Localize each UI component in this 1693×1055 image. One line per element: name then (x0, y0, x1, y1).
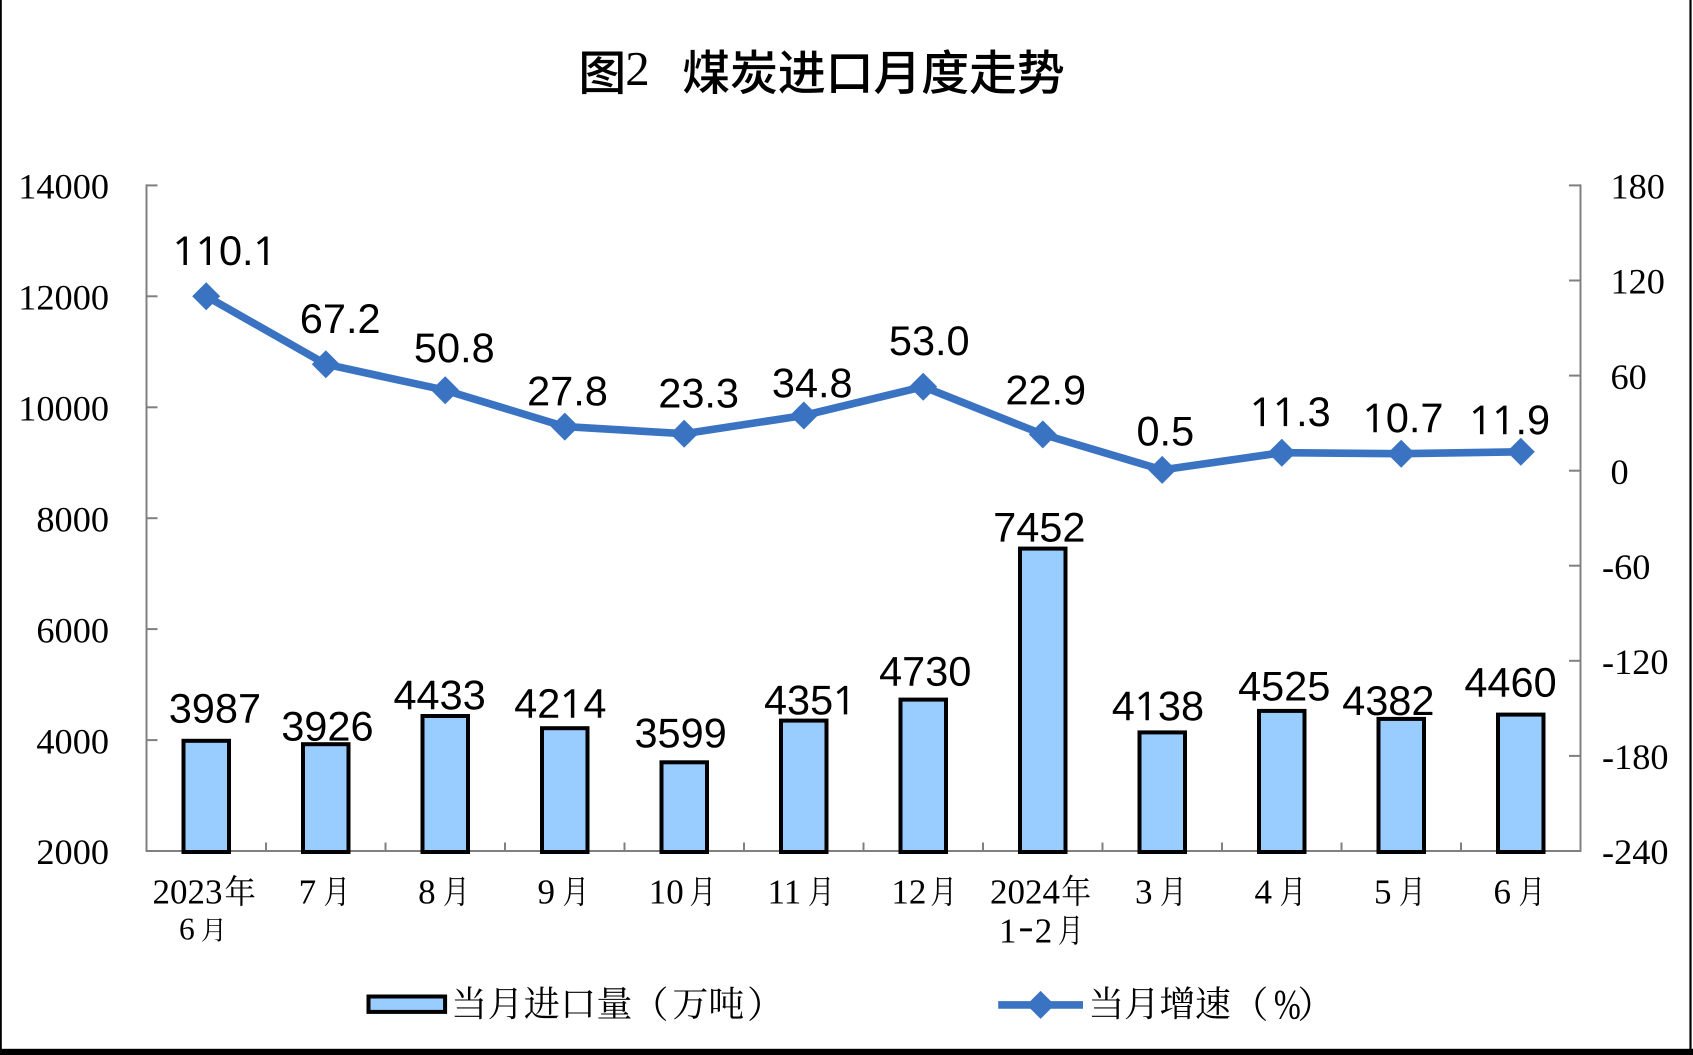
svg-text:-180: -180 (1602, 737, 1669, 777)
svg-text:1: 1 (999, 911, 1017, 950)
svg-text:9: 9 (538, 873, 556, 912)
svg-text:3: 3 (1135, 873, 1153, 912)
svg-text:6: 6 (179, 912, 195, 947)
svg-text:-240: -240 (1602, 832, 1669, 872)
svg-text:-120: -120 (1602, 642, 1669, 682)
svg-text:4: 4 (1255, 873, 1273, 912)
svg-text:-60: -60 (1602, 547, 1650, 587)
svg-text:2: 2 (625, 41, 650, 96)
svg-text:7: 7 (299, 873, 317, 912)
svg-text:2000: 2000 (36, 832, 109, 872)
svg-text:6000: 6000 (36, 610, 109, 650)
svg-text:180: 180 (1611, 167, 1665, 207)
svg-text:10000: 10000 (18, 389, 109, 429)
svg-text:6: 6 (1494, 873, 1512, 912)
svg-text:5: 5 (1374, 873, 1392, 912)
svg-text:8: 8 (418, 873, 436, 912)
svg-text:8000: 8000 (36, 499, 109, 539)
svg-text:2: 2 (1035, 911, 1053, 950)
svg-text:10: 10 (649, 873, 684, 912)
svg-text:4000: 4000 (36, 721, 109, 761)
svg-text:120: 120 (1611, 262, 1665, 302)
svg-text:11: 11 (768, 873, 802, 912)
svg-text:2023: 2023 (153, 873, 223, 912)
svg-text:2024: 2024 (990, 873, 1060, 912)
svg-text:12: 12 (891, 873, 926, 912)
svg-text:60: 60 (1611, 357, 1647, 397)
svg-text:12000: 12000 (18, 278, 109, 318)
svg-text:14000: 14000 (18, 167, 109, 207)
svg-text:0: 0 (1611, 452, 1629, 492)
